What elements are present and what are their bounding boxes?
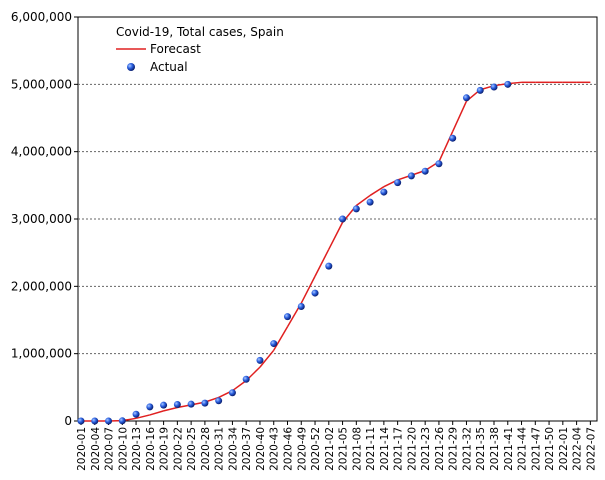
forecast-segment (149, 410, 164, 416)
forecast-segment (259, 349, 275, 368)
actual-point (105, 417, 113, 425)
forecast-segment (273, 326, 289, 351)
actual-point (160, 401, 168, 409)
actual-point (132, 410, 140, 418)
forecast-segment (314, 248, 330, 277)
actual-point (504, 80, 512, 88)
x-tick-label: 2020-04 (90, 427, 102, 471)
x-tick-label: 2021-29 (448, 427, 460, 471)
x-tick-label: 2021-08 (351, 427, 363, 471)
x-tick-label: 2020-10 (117, 427, 129, 471)
x-tick-label: 2020-16 (145, 427, 157, 471)
x-tick-label: 2021-14 (379, 427, 391, 471)
x-tick-label: 2021-23 (420, 427, 432, 471)
y-tick-label: 4,000,000 (11, 145, 72, 159)
legend-title: Covid-19, Total cases, Spain (116, 25, 284, 39)
x-tick-label: 2020-07 (104, 427, 116, 471)
actual-point (91, 417, 99, 425)
x-tick-label: 2020-31 (214, 427, 226, 471)
actual-point (242, 375, 250, 383)
y-tick-label: 2,000,000 (11, 279, 72, 293)
x-tick-label: 2021-41 (503, 427, 515, 471)
actual-point (270, 340, 278, 348)
x-tick-label: 2021-35 (475, 427, 487, 471)
actual-point (201, 399, 209, 407)
x-tick-label: 2022-04 (572, 427, 584, 471)
x-tick-label: 2020-49 (296, 427, 308, 471)
x-tick-label: 2021-50 (544, 427, 556, 471)
actual-point (256, 356, 264, 364)
actual-point (462, 94, 470, 102)
y-tick-label: 0 (64, 414, 72, 428)
x-tick-label: 2020-01 (76, 427, 88, 471)
forecast-segment (452, 100, 468, 132)
x-tick-label: 2020-37 (241, 427, 253, 471)
x-tick-label: 2020-25 (186, 427, 198, 471)
actual-point (366, 198, 374, 206)
x-tick-label: 2021-17 (393, 427, 405, 471)
actual-point (297, 303, 305, 311)
actual-point (325, 262, 333, 270)
forecast-segment (369, 186, 385, 197)
x-tick-label: 2021-38 (489, 427, 501, 471)
x-tick-label: 2021-05 (338, 427, 350, 471)
forecast-segment (135, 414, 151, 420)
x-tick-label: 2020-34 (227, 427, 239, 471)
x-tick-label: 2020-13 (131, 427, 143, 471)
actual-point (118, 417, 126, 425)
x-tick-label: 2021-44 (517, 427, 529, 471)
actual-point (435, 160, 443, 168)
x-tick-label: 2022-07 (585, 427, 597, 471)
x-tick-label: 2021-11 (365, 427, 377, 471)
actual-point (228, 389, 236, 397)
x-tick-label: 2021-47 (530, 427, 542, 471)
x-tick-label: 2020-40 (255, 427, 267, 471)
actual-point (476, 86, 484, 94)
actual-point (311, 289, 319, 297)
x-tick-label: 2021-26 (434, 427, 446, 471)
actual-point (77, 417, 85, 425)
y-tick-label: 3,000,000 (11, 212, 72, 226)
x-tick-label: 2020-28 (200, 427, 212, 471)
x-tick-label: 2020-19 (159, 427, 171, 471)
x-tick-label: 2021-02 (324, 427, 336, 471)
x-tick-label: 2020-43 (269, 427, 281, 471)
x-tick-label: 2021-32 (461, 427, 473, 471)
x-tick-label: 2020-52 (310, 427, 322, 471)
actual-point (283, 313, 291, 321)
legend-swatch (127, 63, 135, 71)
forecast-segment (163, 406, 178, 412)
y-tick-label: 5,000,000 (11, 77, 72, 91)
x-tick-label: 2020-46 (282, 427, 294, 471)
actual-point (339, 215, 347, 223)
actual-point (187, 400, 195, 408)
forecast-segment (328, 222, 344, 250)
actual-point (352, 205, 360, 213)
y-tick-label: 1,000,000 (11, 347, 72, 361)
x-tick-label: 2020-22 (172, 427, 184, 471)
actual-point (407, 172, 415, 180)
actual-point (421, 167, 429, 175)
actual-point (394, 179, 402, 187)
actual-point (380, 188, 388, 196)
actual-point (449, 134, 457, 142)
actual-point (490, 83, 498, 91)
actual-point (215, 397, 223, 405)
x-tick-label: 2021-20 (406, 427, 418, 471)
actual-point (146, 403, 154, 411)
x-tick-label: 2022-01 (558, 427, 570, 471)
forecast-segment (355, 194, 371, 207)
legend-label: Actual (150, 60, 188, 74)
y-tick-label: 6,000,000 (11, 10, 72, 24)
forecast-segment (231, 379, 247, 392)
actual-point (173, 401, 181, 409)
forecast-segment (300, 275, 316, 304)
legend-label: Forecast (150, 42, 201, 56)
